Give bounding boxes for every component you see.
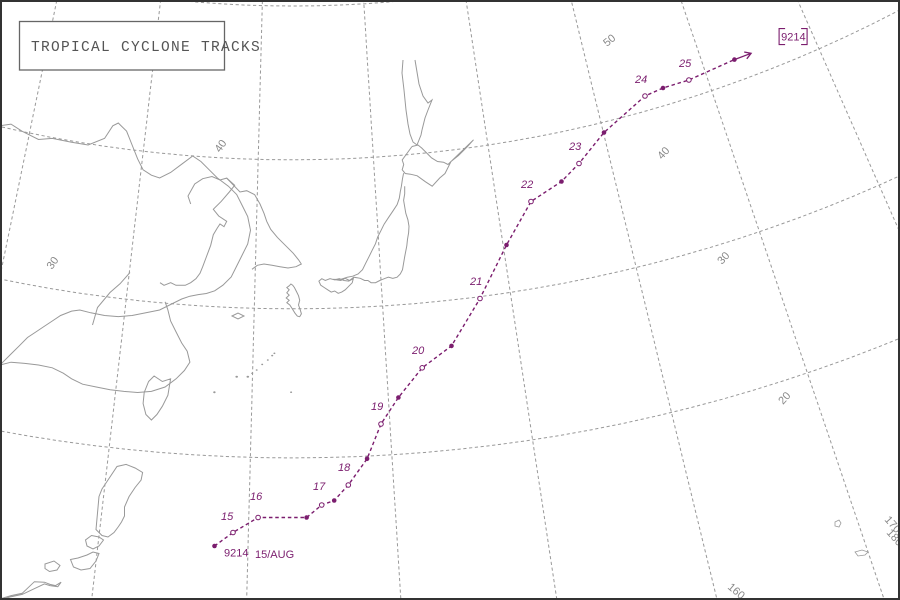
svg-text:TROPICAL CYCLONE TRACKS: TROPICAL CYCLONE TRACKS (31, 40, 261, 56)
svg-text:17: 17 (313, 481, 326, 493)
svg-text:23: 23 (568, 141, 582, 153)
svg-text:20: 20 (411, 345, 425, 357)
svg-text:18: 18 (338, 462, 351, 474)
svg-text:24: 24 (634, 74, 647, 86)
svg-text:19: 19 (371, 401, 383, 413)
svg-text:15: 15 (221, 511, 234, 523)
svg-text:15/AUG: 15/AUG (255, 549, 294, 561)
svg-text:21: 21 (469, 276, 482, 288)
svg-text:9214: 9214 (224, 548, 248, 560)
svg-text:9214: 9214 (781, 32, 805, 44)
svg-text:25: 25 (678, 58, 692, 70)
svg-text:16: 16 (250, 491, 263, 503)
svg-text:22: 22 (520, 179, 533, 191)
